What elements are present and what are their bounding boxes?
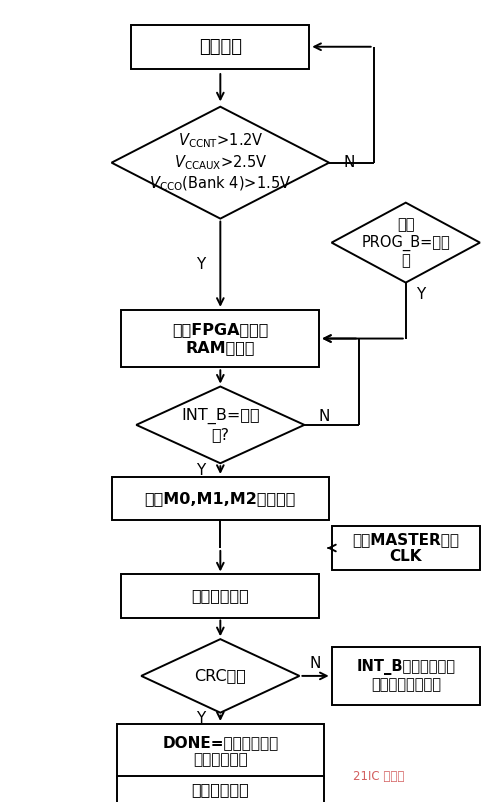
Text: Y: Y: [196, 711, 205, 726]
Text: 芯片上电: 芯片上电: [199, 38, 242, 56]
FancyBboxPatch shape: [122, 575, 319, 617]
Text: INT_B=高电
平?: INT_B=高电 平?: [181, 408, 260, 442]
Text: $\mathit{V}_{\rm CCO}$(Bank 4)>1.5V: $\mathit{V}_{\rm CCO}$(Bank 4)>1.5V: [149, 175, 292, 193]
Text: N: N: [318, 410, 330, 424]
FancyBboxPatch shape: [116, 776, 324, 803]
FancyBboxPatch shape: [116, 724, 324, 778]
Text: N: N: [310, 656, 321, 671]
Text: 21IC 电子网: 21IC 电子网: [353, 770, 404, 783]
Text: $\mathit{V}_{\rm CCNT}$>1.2V: $\mathit{V}_{\rm CCNT}$>1.2V: [178, 132, 263, 151]
Polygon shape: [112, 107, 329, 219]
Text: $\mathit{V}_{\rm CCAUX}$>2.5V: $\mathit{V}_{\rm CCAUX}$>2.5V: [174, 153, 267, 172]
Polygon shape: [332, 203, 480, 283]
Text: DONE=高电平，启动
芯片工作序列: DONE=高电平，启动 芯片工作序列: [162, 735, 278, 767]
Text: 开启MASTER方式
CLK: 开启MASTER方式 CLK: [352, 532, 459, 564]
FancyBboxPatch shape: [132, 25, 310, 68]
Text: INT_B被重置为低电
平，终止启动过程: INT_B被重置为低电 平，终止启动过程: [356, 659, 455, 692]
Polygon shape: [141, 639, 300, 712]
Text: Y: Y: [196, 257, 205, 272]
FancyBboxPatch shape: [332, 526, 480, 570]
Text: N: N: [343, 155, 354, 170]
FancyBboxPatch shape: [112, 477, 329, 520]
Text: 检测M0,M1,M2模式引脚: 检测M0,M1,M2模式引脚: [144, 491, 296, 506]
Text: 加载配置数据: 加载配置数据: [192, 588, 249, 604]
Text: 信号
PROG_B=低电
平: 信号 PROG_B=低电 平: [362, 217, 450, 268]
Text: Y: Y: [196, 463, 205, 477]
Text: 清除FPGA的配置
RAM存储器: 清除FPGA的配置 RAM存储器: [172, 322, 268, 355]
Text: CRC校验: CRC校验: [194, 668, 246, 683]
FancyBboxPatch shape: [332, 647, 480, 704]
Polygon shape: [136, 386, 304, 463]
Text: Y: Y: [416, 287, 425, 302]
Text: 进人工作状态: 进人工作状态: [192, 782, 249, 797]
FancyBboxPatch shape: [122, 310, 319, 367]
